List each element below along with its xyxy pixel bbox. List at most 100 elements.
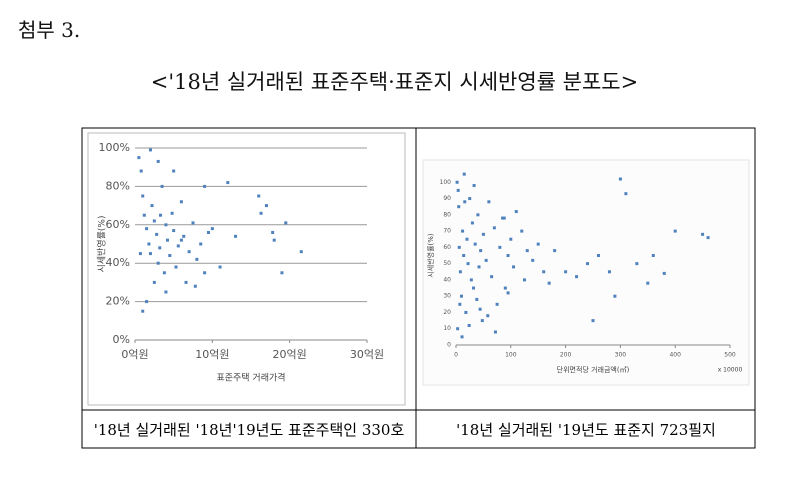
scatter-point bbox=[613, 294, 617, 298]
scatter-point bbox=[172, 229, 176, 233]
scatter-point bbox=[635, 262, 639, 266]
x-axis-label: 표준주택 거래가격 bbox=[216, 372, 285, 384]
scatter-point bbox=[596, 254, 600, 257]
x-tick-label: 400 bbox=[669, 352, 681, 359]
scatter-point bbox=[162, 271, 166, 275]
scatter-point bbox=[142, 213, 146, 217]
scatter-point bbox=[164, 290, 168, 294]
scatter-point bbox=[536, 242, 540, 246]
scatter-point bbox=[457, 245, 461, 249]
scatter-point bbox=[456, 188, 460, 192]
x-axis-label: 단위면적당 거래금액(㎡) bbox=[557, 365, 630, 374]
scatter-point bbox=[475, 297, 479, 301]
caption: '18년 실거래된 '19년도 표준지 723필지 bbox=[456, 421, 716, 439]
scatter-point bbox=[480, 319, 484, 323]
scatter-point bbox=[487, 200, 491, 204]
scatter-point bbox=[455, 180, 459, 184]
scatter-point bbox=[553, 249, 557, 253]
scatter-point bbox=[156, 159, 160, 163]
y-axis-label: 시세반영률(%) bbox=[426, 233, 435, 278]
x-tick-label: 30억원 bbox=[350, 348, 384, 361]
scatter-point bbox=[472, 286, 476, 290]
scatter-point bbox=[651, 254, 655, 257]
scatter-point bbox=[481, 232, 485, 236]
scatter-point bbox=[272, 238, 276, 242]
x-tick-label: 300 bbox=[615, 352, 627, 359]
document-title: <'18년 실거래된 표준주택·표준지 시세반영률 분포도> bbox=[150, 70, 639, 94]
scatter-point bbox=[490, 275, 494, 279]
scatter-point bbox=[514, 210, 518, 214]
scatter-point bbox=[155, 232, 159, 236]
attachment-label: 첨부 3. bbox=[18, 18, 81, 42]
scatter-point bbox=[203, 271, 207, 275]
y-tick-label: 30 bbox=[443, 293, 451, 300]
scatter-point bbox=[706, 236, 710, 240]
scatter-point bbox=[662, 271, 666, 275]
scatter-point bbox=[525, 249, 529, 253]
scatter-point bbox=[458, 270, 462, 274]
scatter-point bbox=[195, 257, 199, 261]
scatter-point bbox=[591, 319, 595, 323]
scatter-point bbox=[257, 194, 261, 198]
x-tick-label: 20억원 bbox=[273, 348, 307, 361]
scatter-point bbox=[158, 246, 162, 250]
scatter-point bbox=[226, 181, 230, 185]
scatter-point bbox=[495, 302, 499, 306]
scatter-point bbox=[478, 307, 482, 311]
scatter-point bbox=[469, 278, 473, 282]
scatter-point bbox=[176, 244, 180, 248]
scatter-point bbox=[259, 211, 263, 215]
scatter-point bbox=[170, 211, 174, 215]
scatter-point bbox=[147, 242, 151, 246]
y-tick-label: 40% bbox=[106, 256, 130, 269]
y-axis-label: 시세반영률(%) bbox=[97, 216, 108, 273]
scatter-point bbox=[520, 229, 524, 233]
scatter-point bbox=[479, 249, 483, 253]
scatter-point bbox=[466, 262, 470, 266]
scatter-point bbox=[506, 291, 510, 295]
x-tick-label: 500 bbox=[724, 352, 736, 359]
scatter-point bbox=[460, 335, 464, 339]
scatter-point bbox=[465, 237, 469, 241]
scatter-point bbox=[503, 286, 507, 290]
y-tick-label: 70 bbox=[443, 228, 451, 235]
scatter-point bbox=[493, 330, 497, 334]
scatter-point bbox=[160, 184, 164, 188]
scatter-point bbox=[182, 234, 186, 238]
scatter-point bbox=[172, 169, 176, 173]
scatter-point bbox=[542, 270, 546, 274]
scatter-point bbox=[187, 250, 191, 254]
scatter-point bbox=[498, 245, 502, 249]
y-tick-label: 20 bbox=[443, 309, 451, 316]
scatter-point bbox=[473, 242, 477, 246]
scatter-point bbox=[506, 254, 510, 257]
scatter-point bbox=[457, 205, 461, 209]
scatter-point bbox=[462, 172, 466, 176]
scatter-point bbox=[284, 221, 288, 225]
scatter-point bbox=[618, 177, 622, 181]
scatter-point bbox=[148, 252, 152, 256]
scatter-point bbox=[477, 265, 481, 269]
scatter-point bbox=[509, 237, 513, 241]
scatter-point bbox=[203, 184, 207, 188]
x-tick-label: 10억원 bbox=[195, 348, 229, 361]
scatter-point bbox=[271, 230, 275, 234]
x-tick-label: 0억원 bbox=[121, 348, 148, 361]
scatter-point bbox=[206, 230, 210, 234]
y-tick-label: 50 bbox=[443, 260, 451, 267]
scatter-point bbox=[607, 270, 611, 274]
scatter-point bbox=[646, 281, 650, 285]
scatter-point bbox=[179, 200, 183, 204]
scatter-point bbox=[159, 213, 163, 217]
scatter-point bbox=[234, 234, 238, 238]
scatter-point bbox=[470, 221, 474, 225]
scatter-point bbox=[476, 213, 480, 217]
scatter-point bbox=[502, 216, 506, 220]
x-multiplier-label: x 10000 bbox=[718, 367, 743, 374]
table-border bbox=[81, 127, 756, 449]
scatter-point bbox=[179, 238, 183, 242]
scatter-point bbox=[501, 216, 505, 220]
y-tick-label: 10 bbox=[443, 325, 451, 332]
scatter-point bbox=[512, 265, 516, 269]
